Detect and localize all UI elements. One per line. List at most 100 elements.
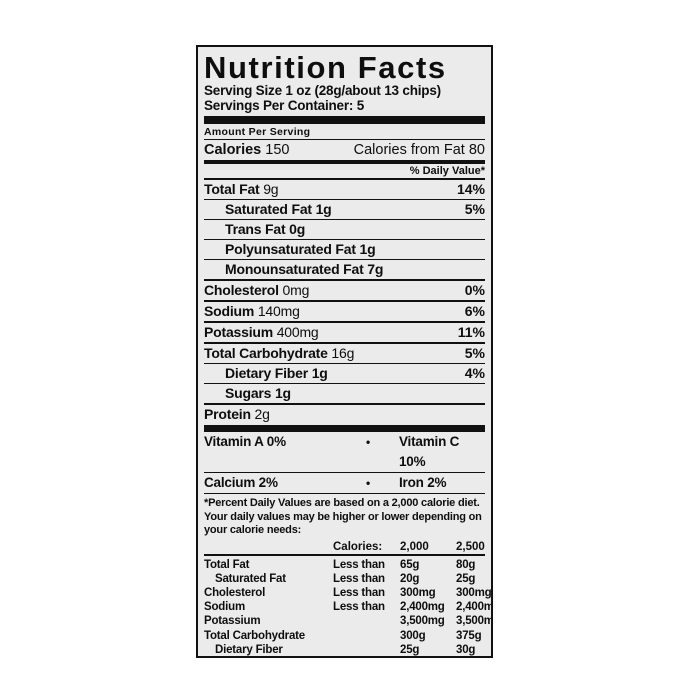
ref-name: Saturated Fat	[215, 572, 286, 585]
serving-size-line: Serving Size 1 oz (28g/about 13 chips)	[204, 83, 441, 98]
thick-separator-bar	[204, 116, 485, 124]
ref-name: Dietary Fiber	[215, 643, 283, 656]
ref-row-saturated-fat: Saturated Fat Less than 20g 25g	[204, 572, 485, 586]
ref-value-2000: 65g	[400, 558, 420, 571]
nutrient-amount: 9g	[263, 181, 279, 197]
ref-qualifier	[333, 629, 400, 643]
servings-per-container-line: Servings Per Container: 5	[204, 97, 365, 113]
nutrient-row-total-carbohydrate: Total Carbohydrate 16g 5%	[204, 342, 485, 363]
vitamin-row-calcium-iron: Calcium 2% • Iron 2%	[204, 473, 485, 494]
nutrient-row-total-fat: Total Fat 9g 14%	[204, 180, 485, 199]
nutrient-amount: 1g	[315, 201, 332, 217]
reference-table: Total Fat Less than 65g 80g Saturated Fa…	[204, 556, 491, 657]
nutrient-amount: 0mg	[282, 282, 310, 298]
nutrient-name: Cholesterol	[204, 282, 279, 298]
ref-value-2500: 300mg	[456, 586, 492, 599]
iron-value: Iron 2%	[399, 475, 447, 490]
ref-qualifier	[333, 614, 400, 628]
nutrient-dv: 11%	[457, 324, 485, 340]
vitamin-a-value: Vitamin A 0%	[204, 434, 286, 449]
daily-value-header: % Daily Value*	[409, 165, 485, 177]
nutrient-row-polyunsaturated-fat: Polyunsaturated Fat 1g	[204, 239, 485, 259]
nutrition-facts-label: Nutrition Facts Serving Size 1 oz (28g/a…	[196, 45, 493, 658]
ref-qualifier: Less than	[333, 586, 385, 599]
thick-separator-bar	[204, 425, 485, 432]
ref-name: Cholesterol	[204, 586, 266, 599]
nutrient-row-monounsaturated-fat: Monounsaturated Fat 7g	[204, 259, 485, 279]
ref-value-2500: 80g	[456, 558, 476, 571]
nutrient-name: Total Carbohydrate	[204, 345, 328, 361]
ref-value-2000: 2,400mg	[400, 601, 445, 614]
nutrient-row-cholesterol: Cholesterol 0mg 0%	[204, 279, 485, 300]
nutrient-name: Sodium	[204, 303, 255, 319]
ref-qualifier: Less than	[333, 572, 385, 585]
ref-value-2500: 3,500mg	[456, 615, 493, 628]
nutrient-amount: 400mg	[276, 324, 319, 340]
ref-qualifier: Less than	[333, 558, 385, 571]
calories-from-fat: Calories from Fat 80	[353, 142, 485, 158]
ref-name: Sodium	[204, 601, 245, 614]
nutrient-dv: 14%	[456, 181, 485, 197]
ref-qualifier: Less than	[333, 601, 385, 614]
nutrient-row-saturated-fat: Saturated Fat 1g 5%	[204, 199, 485, 219]
nutrient-dv: 5%	[464, 201, 485, 217]
ref-name: Potassium	[204, 615, 261, 628]
nutrient-amount: 1g	[359, 241, 376, 257]
nutrient-row-dietary-fiber: Dietary Fiber 1g 4%	[204, 363, 485, 383]
ref-row-dietary-fiber: Dietary Fiber 25g 30g	[204, 643, 485, 656]
nutrient-row-sugars: Sugars 1g	[204, 383, 485, 403]
calories-row: Calories 150 Calories from Fat 80	[204, 140, 485, 160]
ref-value-2500: 375g	[456, 629, 482, 642]
nutrient-name: Polyunsaturated Fat	[225, 241, 356, 257]
ref-row-sodium: Sodium Less than 2,400mg 2,400mg	[204, 600, 491, 614]
nutrient-amount: 140mg	[257, 303, 300, 319]
nutrient-row-sodium: Sodium 140mg 6%	[204, 300, 485, 321]
nutrient-dv: 5%	[464, 345, 485, 361]
nutrient-name: Total Fat	[204, 181, 260, 197]
double-hairline-divider	[204, 553, 485, 556]
nutrient-amount: 0g	[289, 221, 306, 237]
reference-table-header: Calories: 2,000 2,500	[204, 540, 485, 554]
vitamin-c-value: Vitamin C 10%	[399, 434, 460, 469]
calories-left: Calories 150	[204, 141, 289, 159]
ref-header-2000: 2,000	[400, 540, 429, 553]
amount-per-serving-heading: Amount Per Serving	[204, 126, 311, 138]
calories-label: Calories	[204, 142, 262, 158]
ref-name: Total Carbohydrate	[204, 629, 305, 642]
double-hairline-divider	[204, 178, 485, 180]
ref-value-2000: 20g	[400, 572, 420, 585]
ref-row-total-fat: Total Fat Less than 65g 80g	[204, 558, 485, 572]
nutrient-name: Saturated Fat	[225, 201, 312, 217]
calcium-value: Calcium 2%	[204, 475, 278, 490]
nutrient-amount: 7g	[367, 261, 384, 277]
ref-value-2500: 2,400mg	[456, 601, 493, 614]
ref-qualifier	[333, 643, 400, 656]
vitamin-row-a-c: Vitamin A 0% • Vitamin C 10%	[204, 432, 485, 473]
nutrient-name: Dietary Fiber	[225, 365, 308, 381]
nutrient-name: Monounsaturated Fat	[225, 261, 364, 277]
ref-value-2000: 300g	[400, 629, 426, 642]
nutrient-amount: 16g	[331, 345, 355, 361]
ref-row-potassium: Potassium 3,500mg 3,500mg	[204, 614, 491, 628]
nutrient-amount: 1g	[274, 385, 291, 401]
nutrient-name: Protein	[204, 406, 251, 422]
nutrient-dv: 0%	[464, 282, 485, 298]
nutrient-dv: 4%	[464, 365, 485, 381]
ref-header-2500: 2,500	[456, 540, 485, 553]
nutrient-dv: 6%	[464, 303, 485, 319]
ref-value-2000: 25g	[400, 643, 420, 656]
ref-header-calories: Calories:	[333, 540, 383, 553]
ref-value-2500: 25g	[456, 572, 476, 585]
hairline-divider	[204, 139, 485, 140]
ref-row-total-carbohydrate: Total Carbohydrate 300g 375g	[204, 629, 485, 643]
calories-value: 150	[265, 142, 290, 158]
ref-value-2000: 3,500mg	[400, 615, 445, 628]
nutrient-row-potassium: Potassium 400mg 11%	[204, 321, 485, 342]
bullet-separator: •	[365, 476, 370, 490]
ref-value-2500: 30g	[456, 643, 476, 656]
ref-value-2000: 300mg	[400, 586, 436, 599]
bullet-separator: •	[365, 435, 370, 449]
nutrient-row-protein: Protein 2g	[204, 403, 485, 424]
nutrient-name: Trans Fat	[225, 221, 286, 237]
nutrient-row-trans-fat: Trans Fat 0g	[204, 219, 485, 239]
